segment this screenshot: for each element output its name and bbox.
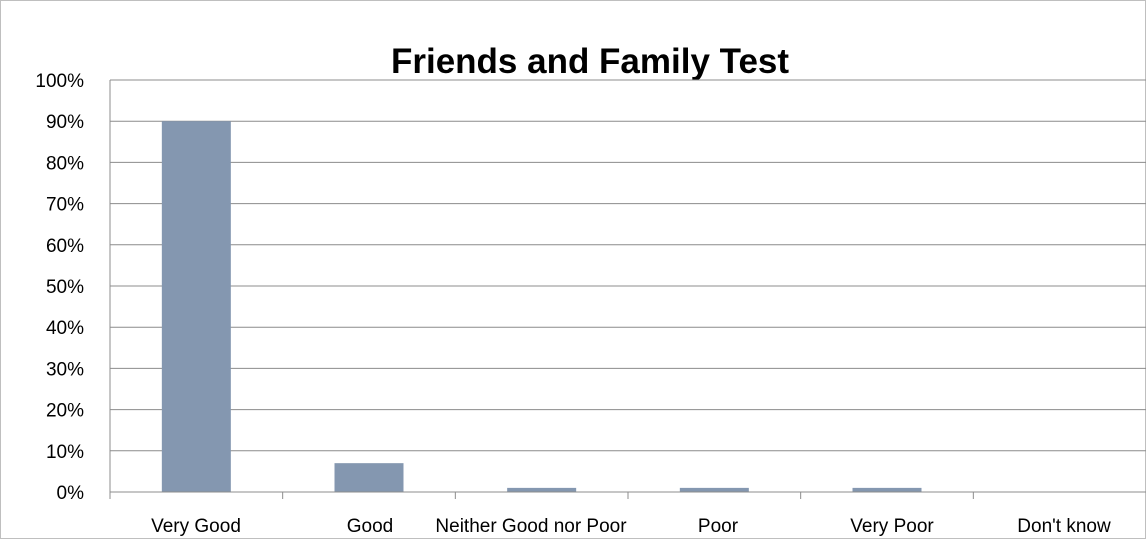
- y-tick-label: 10%: [46, 442, 84, 463]
- y-tick-label: 100%: [35, 71, 84, 92]
- bar: [679, 487, 749, 492]
- bar: [161, 121, 231, 492]
- x-category-label: Neither Good nor Poor: [435, 516, 627, 537]
- y-tick-label: 20%: [46, 401, 84, 422]
- x-category-label: Good: [347, 516, 393, 537]
- bar: [334, 463, 404, 492]
- x-category-label: Very Good: [151, 516, 241, 537]
- x-category-label: Don't know: [1017, 516, 1111, 537]
- bar: [507, 487, 577, 492]
- x-category-label: Very Poor: [850, 516, 934, 537]
- x-category-label: Poor: [698, 516, 739, 537]
- x-axis-ticks: [109, 492, 974, 499]
- bars: [161, 121, 922, 492]
- y-tick-label: 60%: [46, 236, 84, 257]
- y-axis-tick-labels: 0% 10% 20% 30% 40% 50% 60% 70% 80% 90% 100%: [35, 71, 84, 504]
- y-tick-label: 0%: [57, 483, 85, 504]
- y-tick-label: 80%: [46, 153, 84, 174]
- gridlines: [110, 79, 1146, 452]
- y-tick-label: 90%: [46, 112, 84, 133]
- y-tick-label: 70%: [46, 195, 84, 216]
- y-tick-label: 50%: [46, 277, 84, 298]
- bar: [852, 487, 922, 492]
- y-tick-label: 30%: [46, 359, 84, 380]
- x-axis-category-labels: Very Good Good Neither Good nor Poor Poor Ve…: [151, 516, 1111, 537]
- y-tick-label: 40%: [46, 318, 84, 339]
- chart-title: Friends and Family Test: [391, 42, 789, 81]
